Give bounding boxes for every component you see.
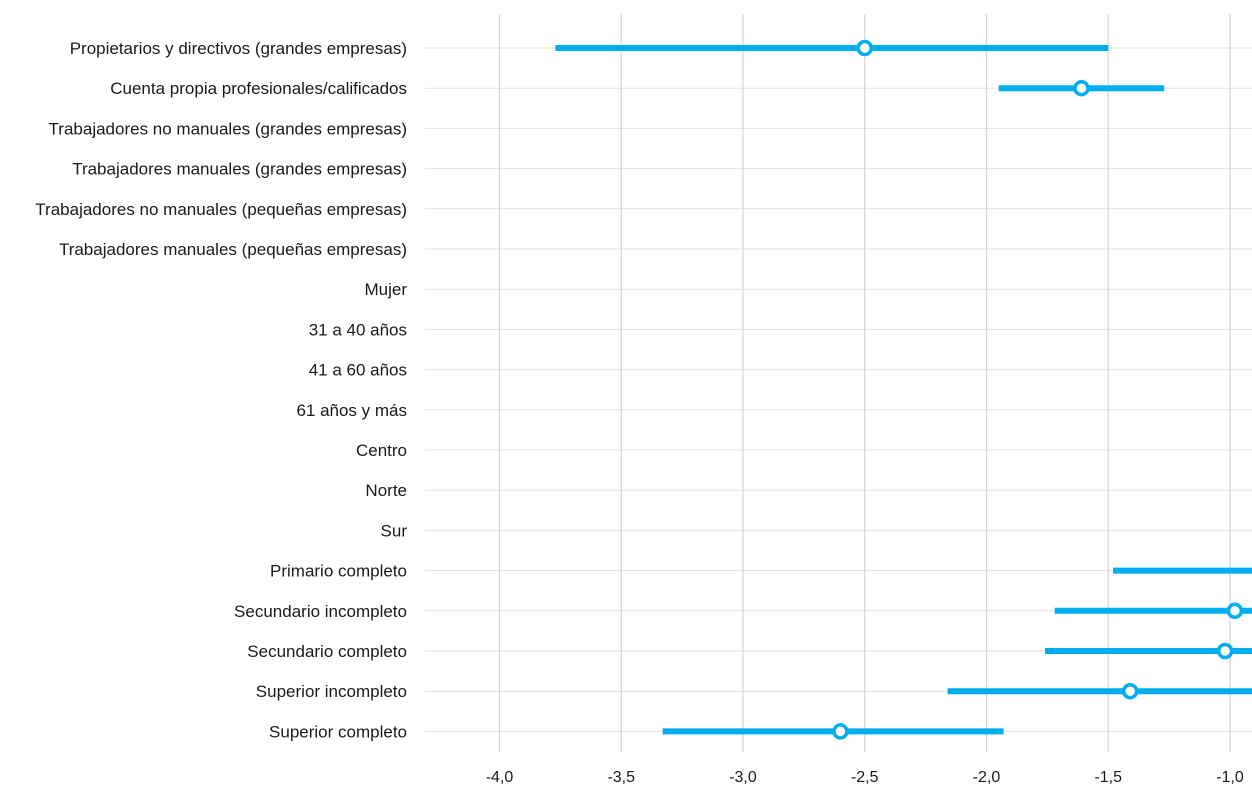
category-label: Secundario completo <box>247 642 407 661</box>
estimate-point <box>1226 602 1244 620</box>
estimate-point <box>832 723 849 740</box>
category-label: 31 a 40 años <box>309 320 407 339</box>
category-label: Primario completo <box>270 562 407 581</box>
category-label: Trabajadores manuales (pequeñas empresas… <box>59 240 407 259</box>
x-tick-label: -4,0 <box>486 769 514 786</box>
category-label: Secundario incompleto <box>234 602 407 621</box>
category-label: Propietarios y directivos (grandes empre… <box>70 39 407 58</box>
category-label: 41 a 60 años <box>309 361 407 380</box>
marks <box>555 39 1252 740</box>
grid <box>425 14 1252 752</box>
category-label: Superior completo <box>269 722 407 741</box>
x-axis-tick-labels: -4,0-3,5-3,0-2,5-2,0-1,5-1,0-0,50,00,51,… <box>486 769 1244 786</box>
category-label: Trabajadores no manuales (pequeñas empre… <box>35 200 407 219</box>
x-tick-label: -2,0 <box>973 769 1001 786</box>
estimate-point <box>1216 642 1234 660</box>
category-label: Centro <box>356 441 407 460</box>
x-tick-label: -2,5 <box>851 769 879 786</box>
x-tick-label: -1,0 <box>1216 769 1244 786</box>
category-label: 61 años y más <box>296 401 407 420</box>
estimate-point <box>856 39 873 57</box>
category-label: Trabajadores no manuales (grandes empres… <box>49 119 407 138</box>
category-label: Trabajadores manuales (grandes empresas) <box>72 160 407 179</box>
estimate-point <box>1121 682 1139 700</box>
category-label: Mujer <box>364 280 407 299</box>
category-label: Sur <box>381 521 408 540</box>
x-tick-label: -3,0 <box>729 769 757 786</box>
estimate-point <box>1073 79 1090 97</box>
x-tick-label: -3,5 <box>607 769 635 786</box>
category-label: Norte <box>365 481 407 500</box>
category-label: Superior incompleto <box>256 682 407 701</box>
category-labels: Propietarios y directivos (grandes empre… <box>35 39 407 741</box>
category-label: Cuenta propia profesionales/calificados <box>110 79 407 98</box>
x-tick-label: -1,5 <box>1094 769 1122 786</box>
